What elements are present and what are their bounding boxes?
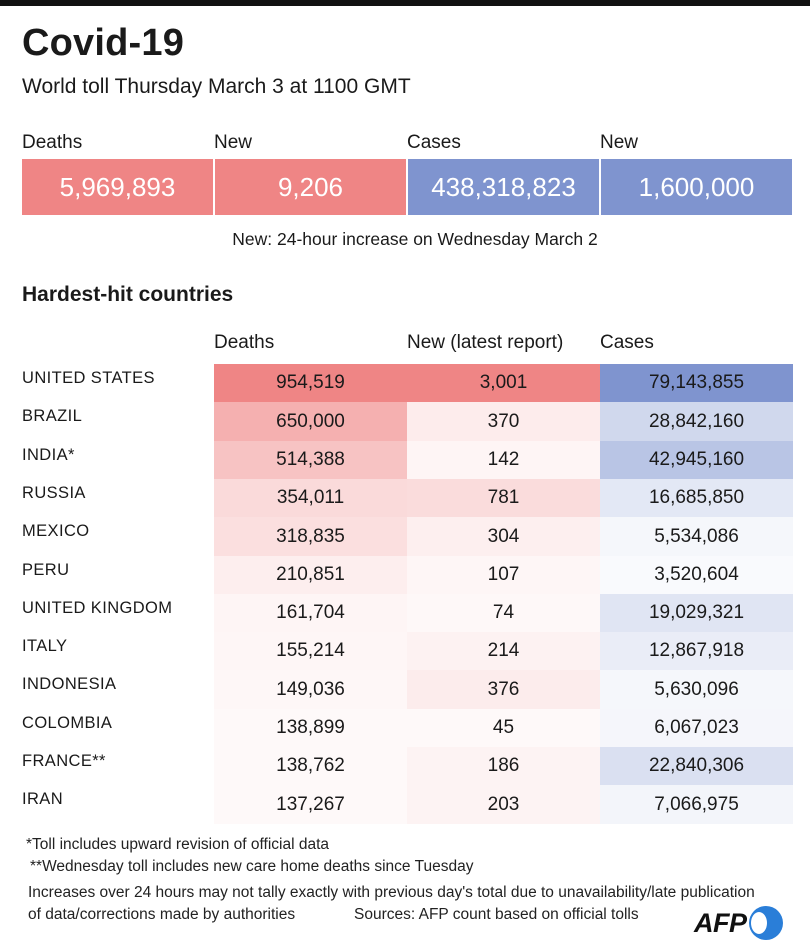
page-title: Covid-19 (22, 22, 185, 64)
cases-cell: 16,685,850 (600, 478, 793, 518)
top-rule (0, 0, 810, 6)
footnote-increases-line1: Increases over 24 hours may not tally ex… (28, 884, 755, 901)
deaths-cell: 954,519 (214, 364, 407, 403)
footnote-increases-line2: of data/corrections made by authorities (28, 906, 296, 923)
total-new-cases-value: 1,600,000 (601, 159, 792, 215)
deaths-cell: 137,267 (214, 785, 407, 825)
afp-logo: AFP (694, 906, 783, 940)
new-cell: 107 (407, 555, 600, 595)
deaths-cell: 514,388 (214, 440, 407, 480)
deaths-cell: 138,899 (214, 708, 407, 748)
cases-cell: 79,143,855 (600, 364, 793, 403)
total-cases-value: 438,318,823 (408, 159, 599, 215)
globe-icon (748, 906, 783, 940)
new-cell: 142 (407, 440, 600, 480)
cases-cell: 5,630,096 (600, 670, 793, 710)
new-cell: 304 (407, 517, 600, 556)
cases-cell: 42,945,160 (600, 440, 793, 480)
new-cell: 186 (407, 747, 600, 786)
deaths-cell: 318,835 (214, 517, 407, 556)
country-label: PERU (22, 560, 70, 579)
country-label: COLOMBIA (22, 713, 113, 732)
new-cell: 370 (407, 402, 600, 442)
column-header-new: New (latest report) (407, 332, 564, 353)
column-header-cases: Cases (600, 332, 654, 353)
footnote-sources: Sources: AFP count based on official tol… (354, 906, 639, 923)
country-label: UNITED KINGDOM (22, 598, 173, 617)
country-label: UNITED STATES (22, 369, 155, 387)
country-label: BRAZIL (22, 407, 83, 426)
deaths-cell: 650,000 (214, 402, 407, 442)
deaths-cell: 210,851 (214, 555, 407, 595)
cases-cell: 6,067,023 (600, 708, 793, 748)
deaths-cell: 149,036 (214, 670, 407, 710)
country-label: INDIA* (22, 445, 75, 464)
new-cell: 74 (407, 593, 600, 633)
cases-cell: 28,842,160 (600, 402, 793, 442)
country-label: RUSSIA (22, 483, 86, 502)
country-label: ITALY (22, 637, 68, 656)
new-cell: 376 (407, 670, 600, 710)
country-label: MEXICO (22, 522, 90, 541)
total-new-deaths-value: 9,206 (215, 159, 406, 215)
total-deaths-label: Deaths (22, 132, 83, 153)
footnote-revision: *Toll includes upward revision of offici… (26, 836, 329, 853)
country-label: INDONESIA (22, 675, 117, 694)
cases-cell: 7,066,975 (600, 785, 793, 825)
new-cell: 45 (407, 708, 600, 748)
new-cell: 214 (407, 632, 600, 671)
cases-cell: 19,029,321 (600, 593, 793, 633)
cases-cell: 22,840,306 (600, 747, 793, 786)
total-new-deaths-label: New (214, 132, 253, 153)
footnote-care-homes: **Wednesday toll includes new care home … (30, 858, 474, 875)
deaths-cell: 155,214 (214, 632, 407, 671)
deaths-cell: 138,762 (214, 747, 407, 786)
cases-cell: 5,534,086 (600, 517, 793, 556)
cases-cell: 3,520,604 (600, 555, 793, 595)
total-cases-label: Cases (407, 132, 461, 153)
total-deaths-value: 5,969,893 (22, 159, 213, 215)
afp-logo-text: AFP (694, 907, 747, 938)
page-subtitle: World toll Thursday March 3 at 1100 GMT (22, 75, 411, 98)
deaths-cell: 354,011 (214, 478, 407, 518)
total-new-cases-label: New (600, 132, 639, 153)
totals-note: New: 24-hour increase on Wednesday March… (232, 229, 598, 249)
column-header-deaths: Deaths (214, 332, 275, 353)
deaths-cell: 161,704 (214, 593, 407, 633)
new-cell: 3,001 (407, 364, 600, 403)
cases-cell: 12,867,918 (600, 632, 793, 671)
new-cell: 781 (407, 478, 600, 518)
new-cell: 203 (407, 785, 600, 825)
section-title: Hardest-hit countries (22, 283, 234, 306)
country-label: FRANCE** (22, 752, 106, 770)
country-label: IRAN (22, 790, 64, 809)
